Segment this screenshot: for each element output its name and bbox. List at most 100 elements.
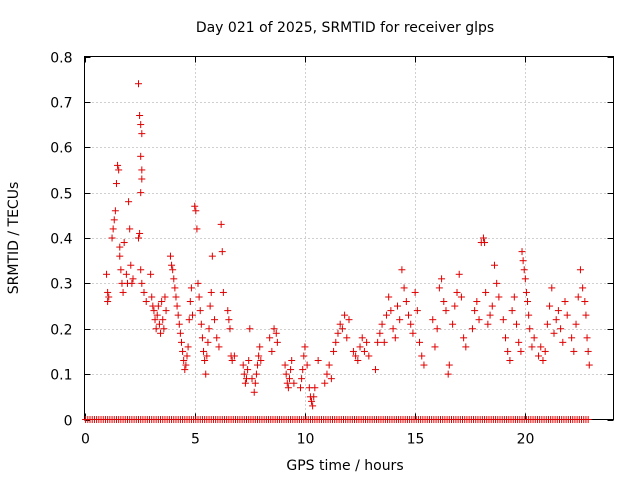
data-point bbox=[285, 375, 293, 383]
data-point bbox=[159, 316, 167, 324]
data-point bbox=[203, 352, 211, 360]
data-point bbox=[314, 357, 322, 365]
data-point bbox=[193, 225, 201, 233]
data-point bbox=[431, 343, 439, 351]
data-point bbox=[486, 311, 494, 319]
data-point bbox=[266, 334, 274, 342]
data-point bbox=[581, 298, 589, 306]
data-point bbox=[572, 320, 580, 328]
data-point bbox=[583, 334, 591, 342]
data-point bbox=[239, 361, 247, 369]
data-point bbox=[435, 284, 443, 292]
x-axis-label: GPS time / hours bbox=[286, 458, 403, 474]
data-point bbox=[334, 329, 342, 337]
data-point bbox=[228, 357, 236, 365]
data-point bbox=[181, 366, 189, 374]
data-point bbox=[288, 357, 296, 365]
data-point bbox=[405, 311, 413, 319]
data-point bbox=[484, 320, 492, 328]
data-point bbox=[148, 293, 156, 301]
data-point bbox=[174, 311, 182, 319]
data-point bbox=[182, 361, 190, 369]
data-point bbox=[283, 379, 291, 387]
data-point bbox=[127, 261, 135, 269]
data-point bbox=[185, 316, 193, 324]
data-point bbox=[153, 311, 161, 319]
data-point bbox=[225, 316, 233, 324]
data-point bbox=[115, 166, 123, 174]
data-point bbox=[557, 325, 565, 333]
data-point bbox=[208, 252, 216, 260]
data-point bbox=[554, 307, 562, 315]
data-point bbox=[518, 248, 526, 256]
data-point bbox=[152, 325, 160, 333]
axis-ticks bbox=[84, 56, 614, 421]
data-point bbox=[451, 302, 459, 310]
x-tick-label: 15 bbox=[407, 432, 425, 448]
data-point bbox=[445, 361, 453, 369]
data-point bbox=[393, 302, 401, 310]
data-point bbox=[576, 266, 584, 274]
data-point bbox=[563, 311, 571, 319]
data-point bbox=[385, 293, 393, 301]
y-tick-label: 0.2 bbox=[50, 323, 72, 339]
data-point bbox=[495, 293, 503, 301]
data-point bbox=[109, 225, 117, 233]
data-point bbox=[117, 266, 125, 274]
data-point bbox=[530, 334, 538, 342]
data-point bbox=[541, 347, 549, 355]
data-point bbox=[248, 375, 256, 383]
data-point bbox=[250, 388, 258, 396]
data-point bbox=[504, 347, 512, 355]
data-point bbox=[352, 352, 360, 360]
data-point bbox=[528, 343, 536, 351]
data-point bbox=[475, 316, 483, 324]
data-point bbox=[548, 284, 556, 292]
data-point bbox=[488, 302, 496, 310]
data-point bbox=[559, 338, 567, 346]
data-point bbox=[246, 325, 254, 333]
data-point bbox=[205, 325, 213, 333]
data-point bbox=[175, 320, 183, 328]
data-point bbox=[211, 316, 219, 324]
data-point bbox=[360, 347, 368, 355]
data-point bbox=[180, 357, 188, 365]
data-point bbox=[137, 189, 145, 197]
data-point bbox=[349, 347, 357, 355]
data-point bbox=[453, 288, 461, 296]
data-point bbox=[440, 298, 448, 306]
data-point bbox=[299, 366, 307, 374]
data-point bbox=[365, 352, 373, 360]
data-point bbox=[546, 302, 554, 310]
data-point bbox=[110, 216, 118, 224]
data-point bbox=[308, 397, 316, 405]
data-point bbox=[396, 316, 404, 324]
y-tick-label: 0.3 bbox=[50, 277, 72, 293]
data-point bbox=[468, 325, 476, 333]
data-point bbox=[515, 338, 523, 346]
data-point bbox=[126, 225, 134, 233]
data-point bbox=[240, 370, 248, 378]
data-point bbox=[282, 370, 290, 378]
data-point bbox=[416, 338, 424, 346]
data-point bbox=[137, 152, 145, 160]
data-point bbox=[325, 361, 333, 369]
data-point bbox=[537, 343, 545, 351]
data-point bbox=[520, 266, 528, 274]
data-point bbox=[173, 302, 181, 310]
data-point bbox=[161, 293, 169, 301]
data-point bbox=[374, 338, 382, 346]
data-point bbox=[323, 370, 331, 378]
data-point bbox=[256, 343, 264, 351]
data-point bbox=[482, 288, 490, 296]
data-point bbox=[104, 298, 112, 306]
data-point bbox=[330, 347, 338, 355]
grid bbox=[84, 56, 614, 420]
data-point bbox=[138, 175, 146, 183]
data-point bbox=[378, 320, 386, 328]
data-point bbox=[202, 370, 210, 378]
data-point bbox=[354, 357, 362, 365]
data-point bbox=[251, 379, 259, 387]
data-point bbox=[177, 338, 185, 346]
